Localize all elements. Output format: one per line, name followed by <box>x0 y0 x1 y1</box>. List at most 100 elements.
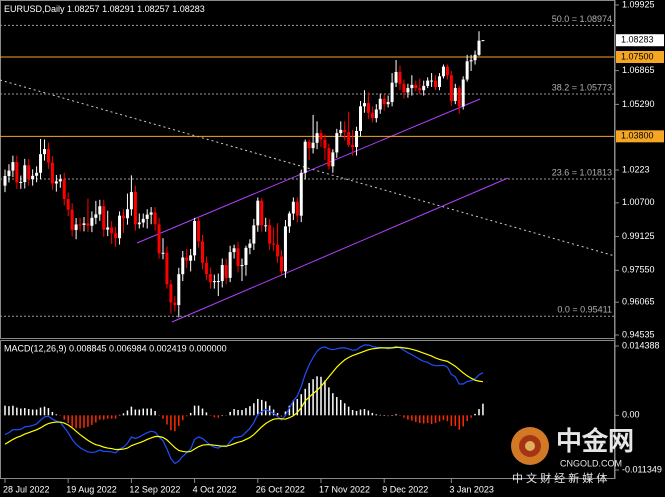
macd-main-line <box>4 344 484 465</box>
fib-label: 50.0 = 1.08974 <box>552 14 612 24</box>
candle-body <box>453 88 457 101</box>
macd-histogram-bar <box>332 393 334 416</box>
candle-body <box>46 148 50 163</box>
macd-histogram-bar <box>193 405 196 416</box>
candle-body <box>441 66 445 77</box>
macd-histogram-bar <box>20 408 22 416</box>
candle-body <box>173 302 177 306</box>
macd-histogram-bar <box>209 415 212 416</box>
y-tick-label: 1.06865 <box>622 65 655 75</box>
candle-body <box>394 72 398 83</box>
macd-histogram-bar <box>162 415 164 419</box>
macd-histogram-bar <box>95 415 97 423</box>
macd-histogram-bar <box>371 412 374 416</box>
macd-histogram-bar <box>336 397 338 416</box>
macd-histogram-bar <box>482 403 484 416</box>
candle-body <box>35 172 39 176</box>
candle-body <box>331 152 335 167</box>
price-box <box>616 34 664 47</box>
macd-histogram-bar <box>103 415 105 420</box>
watermark-tagline: 中 文 财 经 新 媒 体 <box>512 471 607 485</box>
candle-body <box>359 106 362 131</box>
candle-body <box>74 224 78 231</box>
macd-histogram-bar <box>375 414 378 416</box>
macd-histogram-bar <box>355 410 358 416</box>
candle-body <box>418 88 422 91</box>
chart-header: EURUSD,Daily 1.08257 1.08291 1.08257 1.0… <box>4 4 205 14</box>
candle-body <box>378 98 382 110</box>
macd-histogram-bar <box>189 412 192 416</box>
candle-body <box>374 109 378 119</box>
watermark: 中金网 CNGOLD.COM 中 文 财 经 新 媒 体 <box>511 426 634 485</box>
candle-body <box>473 54 477 61</box>
macd-histogram-bar <box>75 415 77 429</box>
candle-body <box>426 80 430 86</box>
candle-body <box>335 133 339 153</box>
macd-histogram-bar <box>391 415 393 416</box>
macd-histogram-bar <box>249 406 251 416</box>
x-tick-label: 17 Nov 2022 <box>319 484 370 494</box>
candle-body <box>94 214 98 218</box>
x-tick-label: 12 Sep 2022 <box>129 484 180 494</box>
macd-histogram-bar <box>146 408 148 416</box>
level-box <box>616 50 664 63</box>
macd-histogram-bar <box>411 415 413 421</box>
candle-body <box>355 130 359 148</box>
macd-histogram-bar <box>99 415 101 420</box>
candle-body <box>228 252 232 278</box>
candle-body <box>169 284 173 303</box>
macd-histogram-bar <box>419 415 421 424</box>
macd-histogram-bar <box>185 415 188 417</box>
macd-histogram-bar <box>114 415 117 419</box>
macd-histogram-bar <box>150 408 152 416</box>
candle-body <box>157 224 161 254</box>
macd-histogram-bar <box>272 409 275 416</box>
candle-body <box>181 257 185 275</box>
macd-histogram-bar <box>316 376 318 416</box>
candle-body <box>189 255 193 261</box>
candle-body <box>366 103 370 113</box>
macd-histogram-bar <box>118 414 121 416</box>
macd-histogram-bar <box>324 380 326 416</box>
macd-histogram-bar <box>205 412 208 416</box>
trend-line <box>0 79 616 257</box>
candle-body <box>287 213 291 227</box>
candle-body <box>19 182 23 184</box>
low-readout: 1.08257 <box>137 4 170 14</box>
candle-body <box>481 40 485 42</box>
candle-body <box>457 88 461 107</box>
candle-body <box>268 225 272 244</box>
macd-y-tick-label: 0.00 <box>622 410 640 420</box>
candle-body <box>90 217 94 226</box>
macd-histogram-bar <box>434 415 437 424</box>
candle-body <box>141 218 145 223</box>
x-tick-label: 19 Aug 2022 <box>66 484 117 494</box>
y-tick-label: 1.00700 <box>622 197 655 207</box>
candle-body <box>50 162 54 184</box>
macd-histogram-bar <box>217 415 220 418</box>
candle-body <box>327 148 331 167</box>
macd-histogram-bar <box>379 414 381 416</box>
macd-histogram-bar <box>63 415 65 420</box>
candle-body <box>145 214 149 219</box>
candle-body <box>390 82 394 103</box>
candle-body <box>110 227 114 234</box>
candle-body <box>272 243 276 245</box>
macd-histogram-bar <box>359 409 362 416</box>
candle-body <box>347 132 351 145</box>
macd-histogram-bar <box>51 411 54 416</box>
macd-histogram-bar <box>363 409 366 416</box>
macd-histogram-bar <box>446 415 449 422</box>
candle-body <box>299 172 303 216</box>
macd-y-tick-label: 0.014388 <box>622 340 660 350</box>
macd-histogram-bar <box>241 410 243 416</box>
candle-body <box>406 88 410 93</box>
candle-body <box>323 139 327 149</box>
macd-histogram-bar <box>182 415 184 421</box>
candle-body <box>137 222 141 225</box>
candle-body <box>54 181 58 184</box>
candle-body <box>402 83 406 93</box>
candle-body <box>177 274 181 306</box>
